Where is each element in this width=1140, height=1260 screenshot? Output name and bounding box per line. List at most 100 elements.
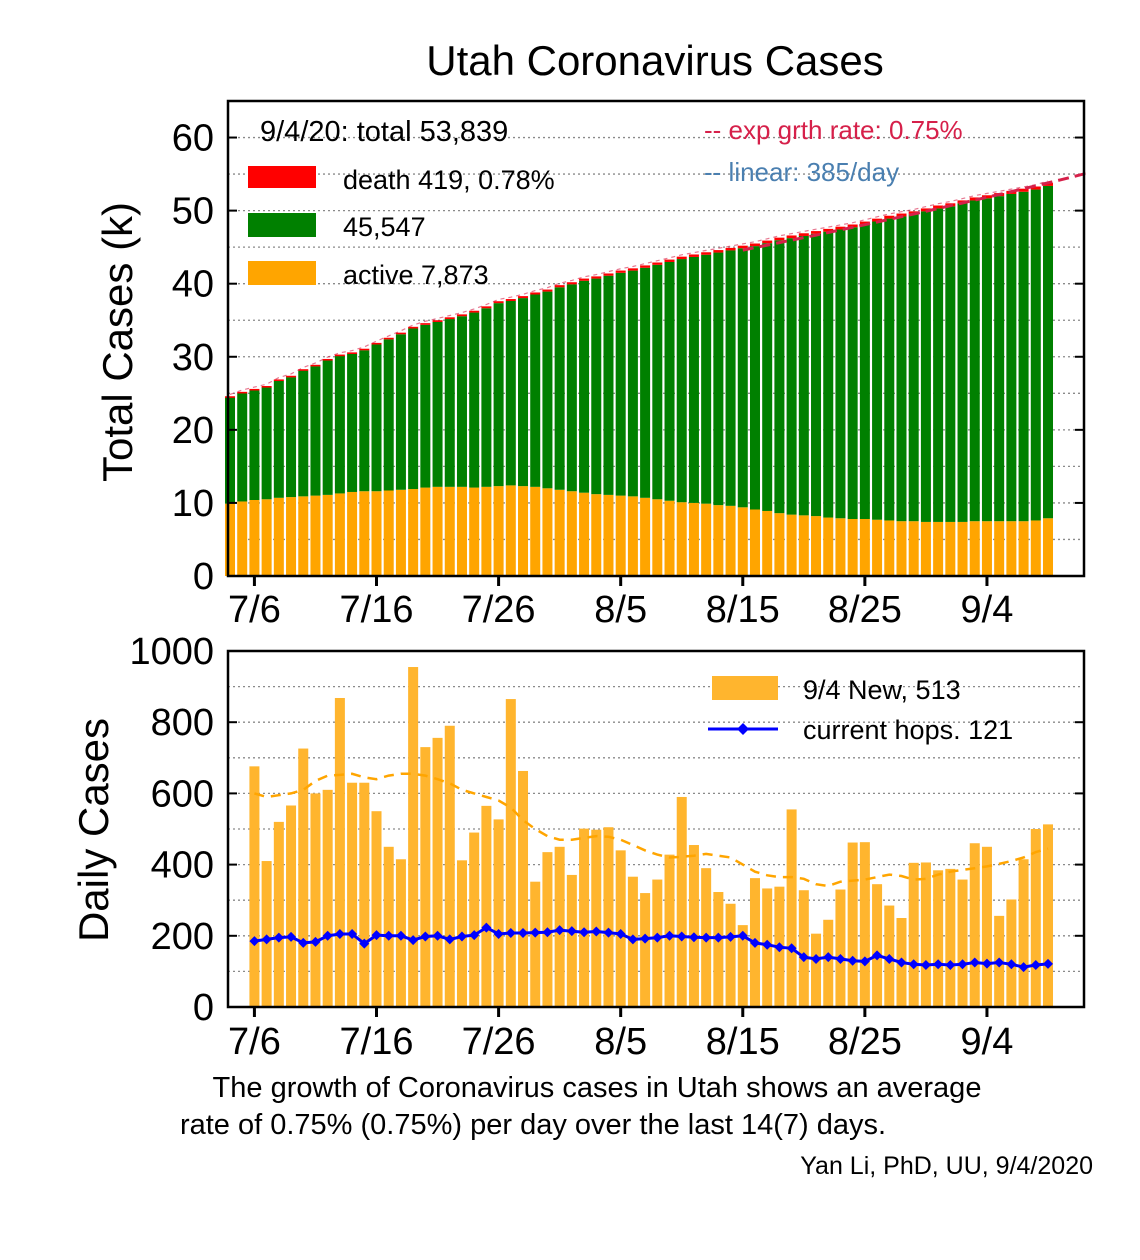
active-bar	[811, 516, 822, 576]
recovered-bar	[518, 298, 529, 487]
death-bar	[725, 247, 736, 251]
death-bar	[786, 235, 797, 239]
death-bar	[933, 205, 944, 209]
recovered-bar	[456, 316, 467, 487]
daily-case-bar	[847, 842, 858, 1007]
active-bar	[713, 505, 724, 576]
recovered-bar	[1006, 193, 1017, 522]
recovered-bar	[408, 328, 419, 490]
active-bar	[725, 505, 736, 576]
hospitalization-point	[640, 933, 651, 944]
active-bar	[908, 521, 919, 576]
death-bar	[444, 317, 455, 320]
exp-fit-line	[742, 170, 1086, 252]
active-bar	[652, 499, 663, 576]
daily-case-bar	[603, 827, 614, 1007]
daily-case-bar	[469, 832, 480, 1007]
death-bar	[969, 197, 980, 201]
death-bar	[1018, 188, 1029, 192]
recovered-bar	[981, 198, 992, 522]
active-bar	[456, 486, 467, 576]
death-bar	[774, 237, 785, 241]
recovered-bar	[224, 397, 236, 504]
daily-case-bar	[322, 789, 333, 1007]
death-bar	[762, 240, 773, 244]
daily-case-bar	[969, 843, 980, 1007]
x-tick-label: 7/16	[340, 589, 414, 631]
hospitalization-point	[579, 927, 590, 938]
active-bar	[383, 490, 394, 576]
death-bar	[322, 358, 333, 361]
daily-cases-x-ticks: 7/6 7/16 7/26 8/5 8/15 8/25 9/4	[228, 1007, 1013, 1063]
linear-fit-line	[229, 180, 1049, 395]
active-bar	[493, 486, 504, 576]
hospitalization-point	[676, 931, 687, 942]
legend-swatch-death	[248, 166, 316, 188]
hospitalization-point	[530, 927, 541, 938]
death-bar	[591, 276, 602, 279]
death-bar	[798, 233, 809, 236]
active-bar	[1018, 521, 1029, 576]
daily-case-bar	[420, 747, 431, 1007]
hospitalization-point	[1018, 962, 1029, 973]
death-bar	[652, 262, 663, 265]
recovered-bar	[420, 324, 431, 488]
legend-swatch-new-cases	[712, 676, 778, 700]
death-bar	[359, 348, 370, 351]
daily-case-bar	[908, 862, 919, 1007]
daily-case-bar	[383, 846, 394, 1007]
active-bar	[762, 510, 773, 576]
death-bar	[676, 256, 687, 260]
recovered-bar	[591, 278, 602, 495]
hospitalization-point	[420, 931, 431, 942]
legend-label-recovered: 45,547	[343, 212, 426, 242]
recovered-bar	[957, 203, 968, 522]
death-bar	[884, 215, 895, 219]
recovered-bar	[261, 387, 272, 500]
death-bar	[432, 320, 443, 322]
x-tick-label: 8/25	[828, 1021, 902, 1063]
total-cases-y-ticks: 0 10 20 30 40 50 60	[172, 118, 1084, 598]
x-tick-label: 9/4	[961, 1021, 1014, 1063]
daily-case-bar	[359, 782, 370, 1007]
hospitalization-point	[322, 930, 333, 941]
active-bar	[884, 520, 895, 576]
death-bar	[481, 306, 492, 309]
daily-case-bar	[652, 879, 663, 1007]
recovered-bar	[640, 267, 651, 498]
daily-case-bar	[823, 919, 834, 1007]
death-bar	[737, 245, 748, 249]
recovered-bar	[969, 200, 980, 522]
hospitalization-point	[737, 930, 748, 941]
active-bar	[1006, 521, 1017, 576]
hospitalization-point	[273, 932, 284, 943]
hospitalization-point	[359, 938, 370, 949]
daily-case-bar	[859, 842, 870, 1007]
recovered-bar	[237, 393, 248, 502]
active-bar	[981, 521, 992, 576]
y-tick-label: 0	[193, 987, 214, 1029]
death-bar	[298, 369, 309, 371]
active-bar	[627, 496, 638, 576]
total-cases-bars	[224, 182, 1054, 576]
legend-swatch-recovered	[248, 213, 316, 237]
active-bar	[505, 485, 516, 576]
active-bar	[481, 486, 492, 576]
recovered-bar	[493, 303, 504, 487]
active-bar	[676, 502, 687, 576]
recovered-bar	[286, 377, 297, 498]
hospitalization-point	[298, 937, 309, 948]
x-tick-label: 7/26	[462, 1021, 536, 1063]
daily-case-bar	[920, 862, 931, 1007]
daily-case-bar	[640, 893, 651, 1007]
recovered-bar	[920, 211, 931, 522]
hospitalization-point	[347, 929, 358, 940]
death-bar	[640, 265, 651, 268]
hospitalization-point	[334, 929, 345, 940]
active-bar	[933, 521, 944, 576]
recovered-bar	[566, 284, 577, 492]
hospitalization-point	[505, 927, 516, 938]
legend-label-hospital: current hops. 121	[803, 715, 1013, 745]
recovered-bar	[847, 227, 858, 519]
y-tick-label: 600	[151, 773, 214, 815]
